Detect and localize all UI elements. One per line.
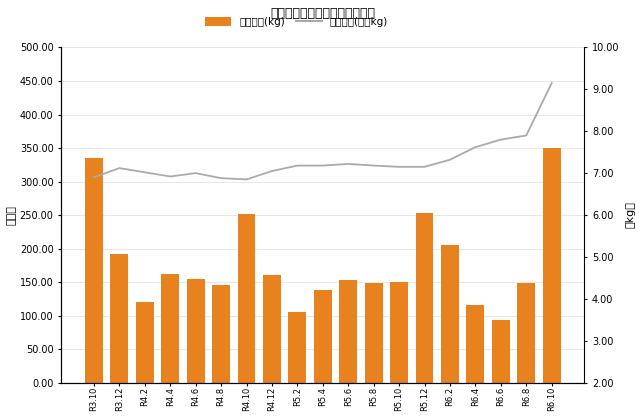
Bar xyxy=(238,214,256,382)
Bar xyxy=(161,274,179,382)
Legend: 購入数量(kg), 平均価格(円／kg): 購入数量(kg), 平均価格(円／kg) xyxy=(201,13,392,31)
Bar xyxy=(467,306,484,382)
Bar xyxy=(288,312,306,382)
Bar xyxy=(314,290,332,382)
Bar xyxy=(415,213,433,382)
Bar xyxy=(136,302,153,382)
Bar xyxy=(187,279,205,382)
Bar xyxy=(542,148,560,382)
Bar xyxy=(340,280,357,382)
Bar xyxy=(85,158,103,382)
Bar xyxy=(441,245,459,382)
Bar xyxy=(517,283,535,382)
Y-axis label: （kg）: （kg） xyxy=(625,201,635,229)
Bar xyxy=(212,285,230,382)
Bar xyxy=(390,282,408,382)
Title: 家計調査結果の推移（総務省）: 家計調査結果の推移（総務省） xyxy=(270,7,376,20)
Bar xyxy=(263,275,281,382)
Bar xyxy=(365,283,383,382)
Y-axis label: （円）: （円） xyxy=(7,205,17,225)
Bar xyxy=(110,254,128,382)
Bar xyxy=(492,320,510,382)
